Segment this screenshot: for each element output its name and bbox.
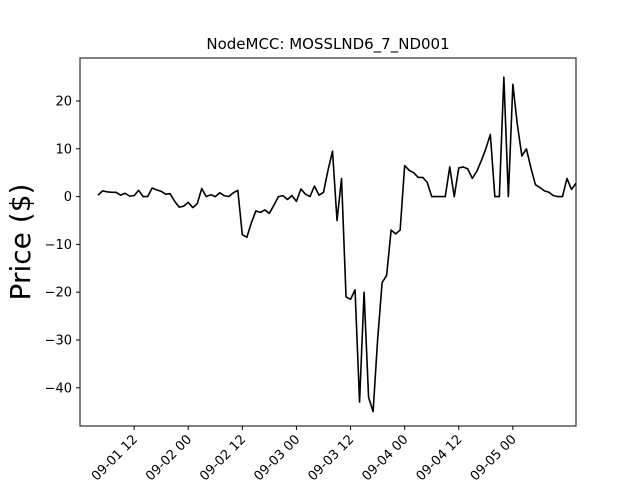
x-tick-label: 09-02 00 — [143, 432, 195, 480]
y-tick-label: 0 — [64, 190, 72, 205]
plot-frame — [79, 57, 577, 427]
y-tick-label: −20 — [45, 286, 72, 301]
y-tick-label: −40 — [45, 381, 72, 396]
x-tick-label: 09-03 00 — [251, 432, 303, 480]
plot-area — [79, 57, 577, 427]
y-axis: 20 10 0 −10 −20 −30 −40 — [45, 95, 80, 396]
y-tick-label: −10 — [45, 238, 72, 253]
x-tick-label: 09-05 00 — [468, 432, 520, 480]
x-axis: 09-01 12 09-02 00 09-02 12 09-03 00 09-03 12… — [89, 426, 520, 480]
x-tick-label: 09-04 12 — [414, 432, 466, 480]
x-tick-label: 09-03 12 — [305, 432, 357, 480]
chart-title: NodeMCC: MOSSLND6_7_ND001 — [206, 35, 449, 54]
x-tick-label: 09-01 12 — [89, 432, 141, 480]
y-tick-label: −30 — [45, 333, 72, 348]
y-tick-label: 20 — [55, 95, 72, 110]
x-tick-label: 09-04 00 — [360, 432, 412, 480]
price-series-line — [97, 76, 577, 413]
x-tick-label: 09-02 12 — [197, 432, 249, 480]
y-axis-label: Price ($) — [4, 184, 37, 301]
y-tick-label: 10 — [55, 142, 72, 157]
